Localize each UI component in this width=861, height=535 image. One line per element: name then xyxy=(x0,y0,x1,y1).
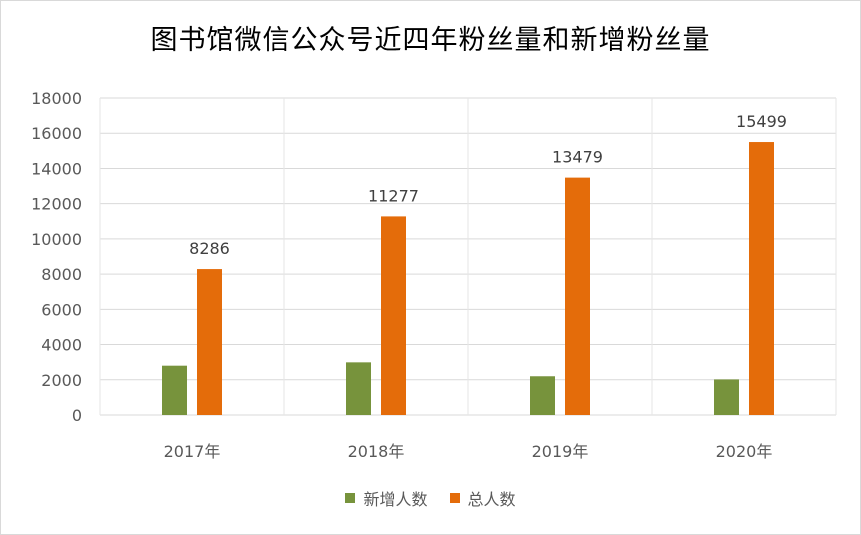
y-tick-label: 16000 xyxy=(31,124,82,143)
data-label: 13479 xyxy=(552,148,603,167)
bar-new xyxy=(162,365,187,415)
bar-total xyxy=(565,177,590,415)
y-tick-label: 14000 xyxy=(31,159,82,178)
legend-swatch-new xyxy=(345,493,356,503)
bar-new xyxy=(530,376,555,415)
legend-label-total: 总人数 xyxy=(467,490,516,509)
y-tick-label: 2000 xyxy=(41,371,82,390)
y-tick-label: 6000 xyxy=(41,300,82,319)
category-label: 2019年 xyxy=(532,442,589,461)
chart-title: 图书馆微信公众号近四年粉丝量和新增粉丝量 xyxy=(150,25,711,56)
y-tick-label: 8000 xyxy=(41,265,82,284)
y-tick-label: 0 xyxy=(72,406,82,425)
bar-total xyxy=(381,216,406,415)
bar-new xyxy=(346,362,371,415)
y-tick-label: 4000 xyxy=(41,336,82,355)
data-label: 11277 xyxy=(368,186,419,205)
data-label: 8286 xyxy=(189,239,230,258)
category-label: 2018年 xyxy=(348,442,405,461)
y-tick-label: 10000 xyxy=(31,230,82,249)
bar-total xyxy=(197,269,222,415)
legend-swatch-total xyxy=(449,493,460,503)
legend-label-new: 新增人数 xyxy=(363,490,428,509)
legend-item-total: 总人数 xyxy=(449,486,516,510)
y-tick-label: 12000 xyxy=(31,195,82,214)
y-tick-label: 18000 xyxy=(31,89,82,108)
legend-item-new: 新增人数 xyxy=(345,486,428,510)
bar-total xyxy=(749,142,774,415)
category-label: 2017年 xyxy=(164,442,221,461)
chart-legend: 新增人数 总人数 xyxy=(0,486,861,510)
category-label: 2020年 xyxy=(716,442,773,461)
bar-new xyxy=(714,379,739,415)
data-label: 15499 xyxy=(736,112,787,131)
